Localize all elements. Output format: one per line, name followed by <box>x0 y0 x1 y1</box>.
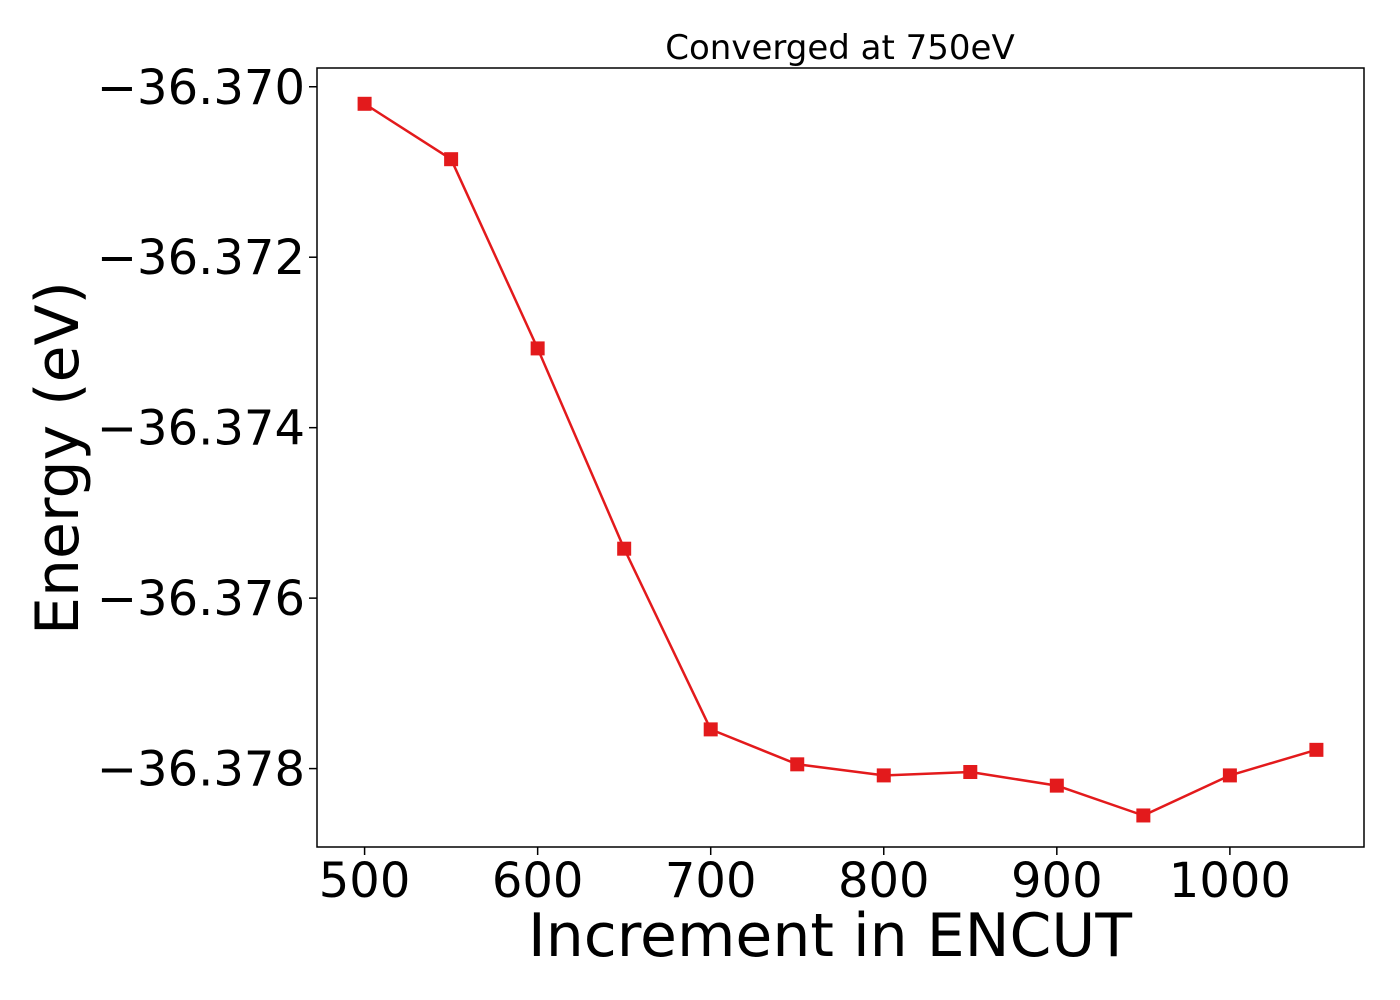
data-point-marker <box>963 764 978 779</box>
data-point-marker <box>530 341 545 356</box>
x-tick-label: 600 <box>492 853 584 909</box>
data-point-marker <box>1222 768 1237 783</box>
y-tick-label: −36.372 <box>97 230 305 286</box>
x-axis-title: Increment in ENCUT <box>528 901 1132 971</box>
data-point-marker <box>703 722 718 737</box>
y-tick-label: −36.378 <box>97 742 305 798</box>
x-tick-label: 1000 <box>1169 853 1291 909</box>
x-axis-ticks: 500 600 700 800 900 1000 <box>319 847 1291 909</box>
y-tick-label: −36.370 <box>97 60 305 116</box>
series-line <box>363 102 1317 817</box>
data-point-marker <box>444 152 459 167</box>
x-tick-label: 500 <box>319 853 411 909</box>
y-tick-label: −36.376 <box>97 571 305 627</box>
series-layer <box>357 96 1324 823</box>
data-point-marker <box>1309 742 1324 757</box>
data-point-marker <box>617 541 632 556</box>
x-tick-label: 700 <box>665 853 757 909</box>
y-axis-ticks: −36.370 −36.372 −36.374 −36.376 −36.378 <box>97 60 317 798</box>
data-point-marker <box>1049 778 1064 793</box>
chart-title: Converged at 750eV <box>665 28 1014 68</box>
data-point-marker <box>876 768 891 783</box>
data-point-marker <box>1136 808 1151 823</box>
data-point-marker <box>790 757 805 772</box>
plot-area <box>316 67 1365 848</box>
x-tick-label: 900 <box>1011 853 1103 909</box>
data-point-marker <box>357 96 372 111</box>
x-tick-label: 800 <box>838 853 930 909</box>
y-axis-title: Energy (eV) <box>23 281 93 635</box>
y-tick-label: −36.374 <box>97 401 305 457</box>
